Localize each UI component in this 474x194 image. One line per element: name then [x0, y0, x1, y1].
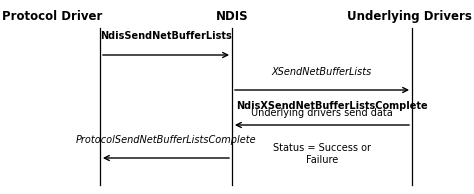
Text: NdisSendNetBufferLists: NdisSendNetBufferLists — [100, 31, 232, 41]
Text: ProtocolSendNetBufferListsComplete: ProtocolSendNetBufferListsComplete — [76, 135, 256, 145]
Text: Underlying Drivers: Underlying Drivers — [347, 10, 472, 23]
Text: Protocol Driver: Protocol Driver — [2, 10, 102, 23]
Text: NDIS: NDIS — [216, 10, 248, 23]
Text: Status = Success or
Failure: Status = Success or Failure — [273, 143, 371, 165]
Text: NdisXSendNetBufferListsComplete: NdisXSendNetBufferListsComplete — [236, 101, 428, 111]
Text: Underlying drivers send data: Underlying drivers send data — [251, 108, 393, 118]
Text: XSendNetBufferLists: XSendNetBufferLists — [272, 67, 372, 77]
